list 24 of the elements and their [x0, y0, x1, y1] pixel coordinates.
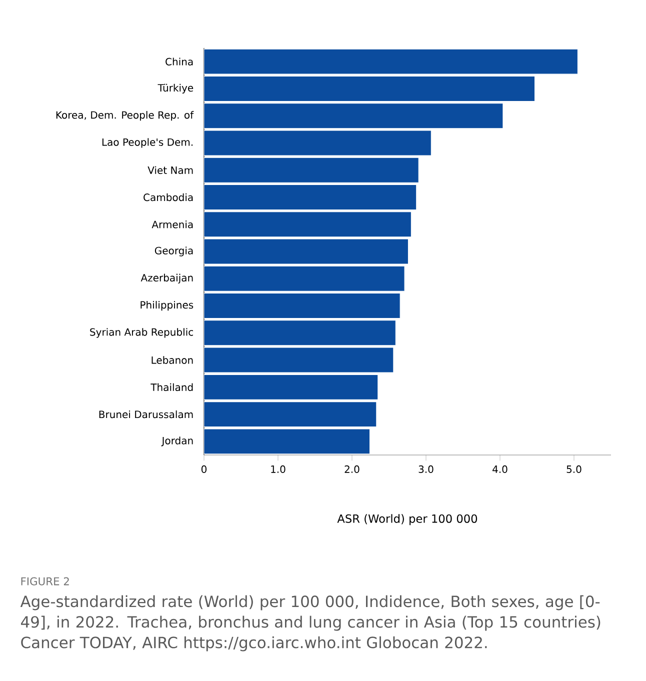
text: Age-standardized rate (World) per 100 000, Indidence, Both sexes, age [0-49], in 2022. Trachea, bronchus and lung cancer in Asia (Top 15 countries) Cancer TODAY, AIRC https://gco.iarc.who.int Globocan 2022.	[20, 595, 600, 652]
caption: FIGURE 2	[21, 577, 69, 586]
x-tick-label: 3.0	[418, 465, 434, 473]
y-tick-label: Türkiye	[158, 84, 194, 94]
y-tick-label: Korea, Dem. People Rep. of	[56, 111, 194, 121]
x-tick-label: 0	[201, 465, 207, 473]
x-axis-title: ASR (World) per 100 000	[337, 514, 478, 526]
y-tick-label: Azerbaijan	[140, 274, 193, 284]
y-tick-label: Philippines	[140, 300, 194, 311]
x-tick-label: 2.0	[344, 465, 360, 473]
y-tick-label: Lao People's Dem.	[102, 138, 193, 148]
x-tick-label: 1.0	[271, 465, 286, 473]
y-tick-label: Georgia	[154, 246, 193, 256]
y-tick-label: Jordan	[161, 436, 193, 446]
y-tick-label: Lebanon	[152, 356, 193, 364]
y-tick-label: Armenia	[152, 220, 193, 228]
y-tick-label: Cambodia	[144, 193, 193, 202]
x-tick-label: 5.0	[566, 465, 582, 473]
y-tick-label: Thailand	[150, 383, 193, 392]
y-tick-label: Syrian Arab Republic	[90, 328, 193, 338]
y-tick-label: Viet Nam	[148, 166, 193, 174]
y-tick-label: China	[166, 58, 193, 66]
x-tick-label: 4.0	[492, 465, 508, 473]
y-tick-label: Brunei Darussalam	[99, 410, 193, 418]
